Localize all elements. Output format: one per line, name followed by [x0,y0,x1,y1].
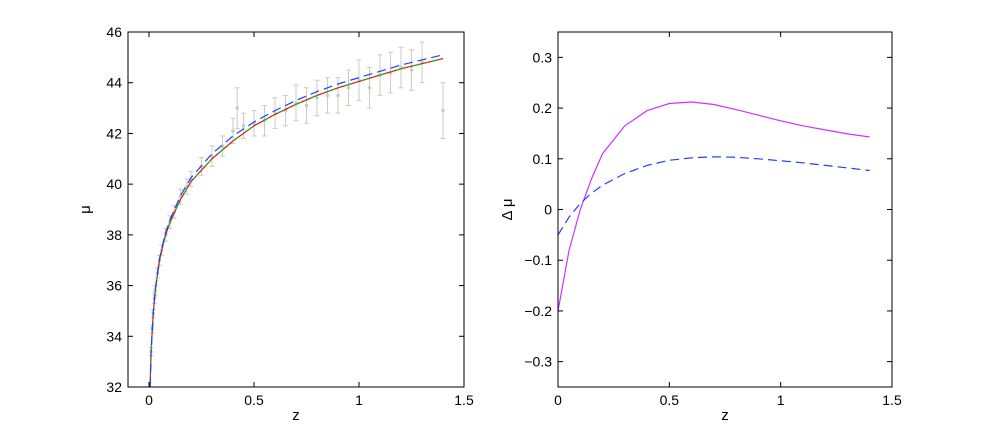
data-point [409,68,414,72]
data-point [325,93,330,98]
y-tick-label: 0.3 [533,49,553,65]
y-tick-label: 36 [106,278,122,294]
x-axis-label: z [292,407,300,424]
data-point [336,93,340,98]
y-tick-label: −0.3 [524,354,552,370]
series-line-solid [558,101,870,312]
data-point [346,85,351,90]
y-axis-label: μ [77,205,94,214]
x-tick-label: 0 [554,392,562,408]
mu-vs-z-panel: 0 0.5 1 1.5 32 34 36 38 40 42 44 46 z μ [77,24,474,424]
x-tick-label: 0.5 [660,392,680,408]
x-tick-label: 1 [777,392,785,408]
x-tick-label: 1.5 [454,392,474,408]
y-tick-label: 0 [544,202,552,218]
y-tick-label: −0.2 [524,303,552,319]
x-tick-label: 0 [145,392,153,408]
series-line-dash-dot [149,58,444,387]
series-line-solid [149,58,444,387]
x-tick-label: 1.5 [882,392,902,408]
y-axis-label: Δ μ [499,198,516,220]
y-tick-label: −0.1 [524,252,552,268]
y-tick-label: 42 [106,125,122,141]
data-point [304,103,309,108]
y-tick-label: 34 [106,328,122,344]
y-tick-label: 0.2 [533,100,553,116]
x-axis-label: z [721,407,729,424]
axes-frame [127,31,465,388]
y-tick-label: 46 [106,24,122,40]
y-tick-label: 0.1 [533,151,553,167]
y-tick-label: 44 [106,75,122,91]
data-point [231,129,235,133]
y-tick-label: 40 [106,176,122,192]
x-tick-label: 0.5 [244,392,264,408]
axes-frame [557,31,893,388]
data-point [315,96,319,100]
y-tick-label: 32 [106,379,122,395]
data-point [367,85,372,90]
data-point [241,124,246,128]
series-line-dashed [558,156,870,236]
delta-mu-vs-z-panel: 0 0.5 1 1.5 −0.3 −0.2 −0.1 0 0.1 0.2 0.3 z Δ μ [499,31,902,424]
y-tick-label: 38 [106,227,122,243]
data-point [441,108,445,113]
data-point [235,106,239,110]
x-tick-label: 1 [355,392,363,408]
data-points [148,41,446,356]
